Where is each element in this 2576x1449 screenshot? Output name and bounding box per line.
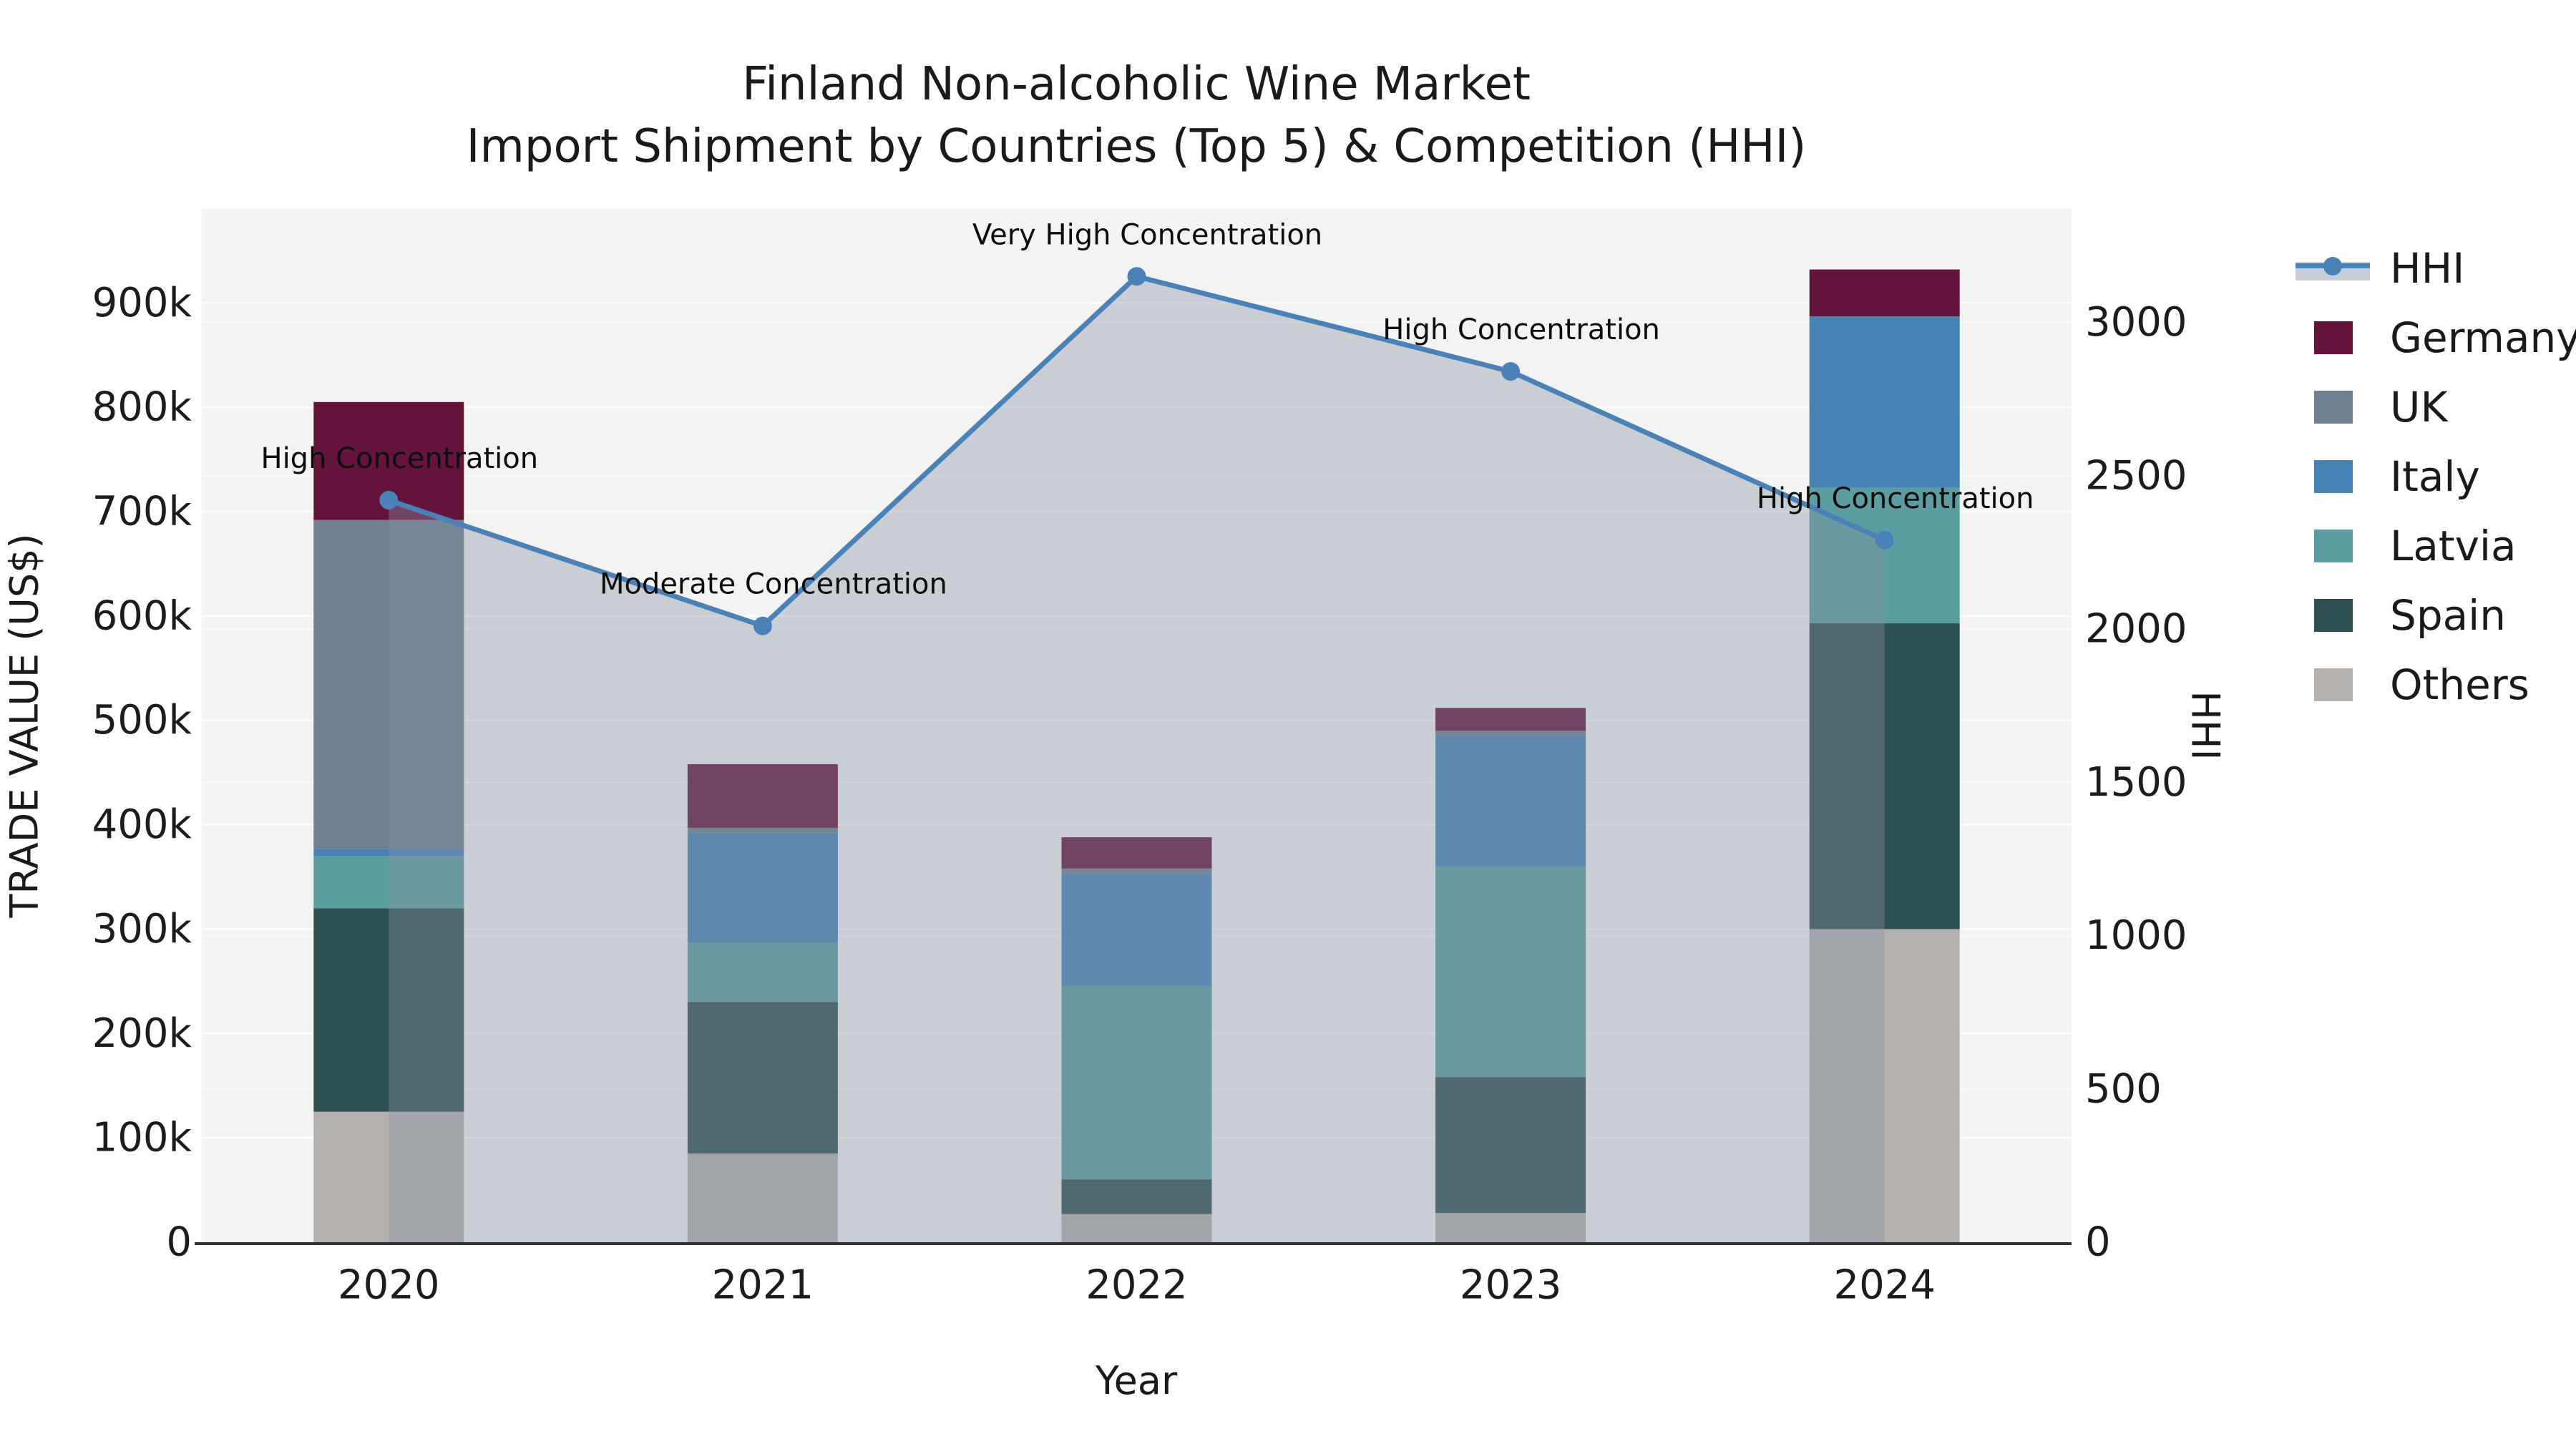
color-swatch-icon	[2314, 598, 2353, 632]
bar-segment-spain-2023	[1435, 1077, 1586, 1214]
chart-title-line2: Import Shipment by Countries (Top 5) & C…	[466, 120, 1807, 173]
left-tick-label: 0	[166, 1219, 192, 1266]
bar-segment-latvia-2020	[313, 856, 464, 909]
bar-segment-italy-2020	[313, 849, 464, 857]
bar-segment-others-2024	[1809, 929, 1960, 1242]
color-swatch-icon	[2314, 321, 2353, 354]
right-tick-label: 2000	[2085, 606, 2187, 653]
x-axis-label: Year	[1095, 1358, 1178, 1403]
left-tick-label: 700k	[92, 488, 192, 535]
annotation-2022: Very High Concentration	[972, 218, 1322, 251]
left-tick-label: 200k	[92, 1010, 192, 1057]
legend-label-latvia: Latvia	[2390, 521, 2517, 570]
legend-item-others: Others	[2296, 650, 2576, 719]
legend-label-hhi: HHI	[2390, 243, 2465, 293]
bar-segment-germany-2022	[1061, 837, 1212, 869]
bar-segment-spain-2022	[1061, 1179, 1212, 1214]
bar-segment-uk-2022	[1061, 868, 1212, 874]
right-tick-label: 2500	[2085, 452, 2187, 499]
hhi-marker-2021	[753, 616, 772, 635]
bar-segment-others-2023	[1435, 1213, 1586, 1242]
legend-label-uk: UK	[2390, 382, 2448, 431]
annotation-2021: Moderate Concentration	[600, 568, 947, 601]
hhi-marker-2020	[379, 491, 399, 510]
left-tick-label: 300k	[92, 906, 192, 952]
annotation-2023: High Concentration	[1382, 313, 1660, 346]
right-axis-label: HHI	[2182, 691, 2228, 761]
bar-segment-uk-2020	[313, 519, 464, 849]
legend-label-germany: Germany	[2390, 313, 2576, 362]
bar-segment-spain-2020	[313, 908, 464, 1112]
left-tick-label: 800k	[92, 384, 192, 431]
left-tick-label: 400k	[92, 801, 192, 848]
color-swatch-icon	[2314, 459, 2353, 493]
legend-label-others: Others	[2390, 660, 2529, 709]
right-tick-label: 500	[2085, 1065, 2162, 1112]
hhi-area-fill	[389, 276, 1885, 1242]
right-tick-label: 3000	[2085, 299, 2187, 346]
bar-segment-others-2022	[1061, 1214, 1212, 1242]
legend-swatch-germany	[2296, 321, 2370, 354]
legend: HHI Germany UK Italy Latvia Spain Others	[2296, 233, 2576, 719]
legend-label-spain: Spain	[2390, 590, 2507, 640]
hhi-marker-2023	[1501, 362, 1521, 381]
color-swatch-icon	[2314, 668, 2353, 701]
legend-swatch-others	[2296, 668, 2370, 701]
color-swatch-icon	[2314, 390, 2353, 424]
left-axis-label: TRADE VALUE (US$)	[1, 533, 47, 918]
hhi-line-icon	[2296, 252, 2370, 285]
bar-segment-italy-2022	[1061, 874, 1212, 987]
bar-segment-italy-2023	[1435, 736, 1586, 867]
bar-segment-italy-2021	[687, 833, 838, 943]
x-tick-label-2023: 2023	[1460, 1262, 1562, 1309]
hhi-marker-2022	[1127, 267, 1146, 286]
x-tick-label-2021: 2021	[712, 1262, 814, 1309]
bar-segment-italy-2024	[1809, 316, 1960, 488]
legend-item-spain: Spain	[2296, 580, 2576, 650]
left-tick-label: 600k	[92, 592, 192, 639]
hhi-marker-swatch	[2323, 256, 2342, 275]
bar-segment-latvia-2024	[1809, 487, 1960, 624]
x-tick-label-2020: 2020	[338, 1262, 440, 1309]
bar-segment-germany-2024	[1809, 269, 1960, 317]
right-tick-label: 0	[2085, 1219, 2111, 1266]
legend-swatch-latvia	[2296, 529, 2370, 562]
bar-segment-latvia-2021	[687, 942, 838, 1002]
left-tick-label: 900k	[92, 280, 192, 326]
left-tick-label: 100k	[92, 1115, 192, 1161]
bar-segment-spain-2024	[1809, 623, 1960, 930]
x-tick-label-2022: 2022	[1085, 1262, 1188, 1309]
legend-swatch-uk	[2296, 390, 2370, 424]
legend-item-uk: UK	[2296, 372, 2576, 441]
legend-swatch-italy	[2296, 459, 2370, 493]
legend-item-hhi: HHI	[2296, 233, 2576, 303]
right-tick-label: 1500	[2085, 759, 2187, 806]
bar-segment-latvia-2022	[1061, 986, 1212, 1180]
right-tick-label: 1000	[2085, 912, 2187, 959]
legend-item-germany: Germany	[2296, 303, 2576, 372]
x-tick-label-2024: 2024	[1833, 1262, 1936, 1309]
annotation-2024: High Concentration	[1757, 482, 2034, 515]
bar-segment-spain-2021	[687, 1002, 838, 1154]
legend-label-italy: Italy	[2390, 452, 2480, 501]
hhi-marker-2024	[1875, 530, 1894, 550]
legend-item-latvia: Latvia	[2296, 511, 2576, 580]
left-tick-label: 500k	[92, 697, 192, 743]
bar-segment-germany-2023	[1435, 708, 1586, 731]
annotation-2020: High Concentration	[260, 442, 538, 475]
legend-swatch-spain	[2296, 598, 2370, 632]
bar-segment-others-2020	[313, 1111, 464, 1242]
bar-segment-others-2021	[687, 1153, 838, 1242]
chart-title-line1: Finland Non-alcoholic Wine Market	[742, 58, 1531, 111]
bar-segment-germany-2021	[687, 763, 838, 828]
bar-segment-uk-2023	[1435, 731, 1586, 736]
bar-segment-latvia-2023	[1435, 866, 1586, 1078]
legend-item-italy: Italy	[2296, 441, 2576, 511]
bar-segment-uk-2021	[687, 827, 838, 834]
color-swatch-icon	[2314, 529, 2353, 562]
